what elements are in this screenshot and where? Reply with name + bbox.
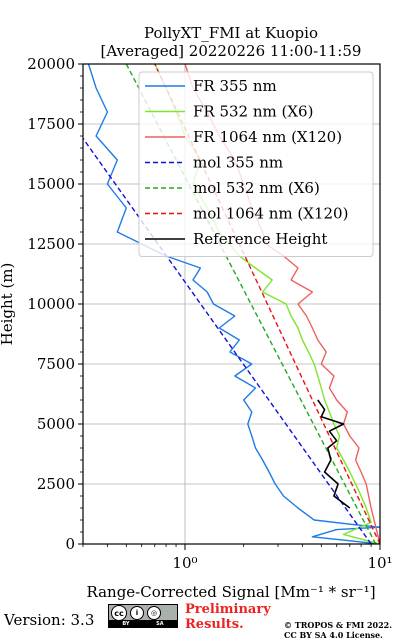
preliminary-notice: Preliminary Results. [185,602,271,632]
y-tick-label-4: 10000 [27,295,75,313]
y-tick-label-5: 12500 [27,235,75,253]
legend-label-3: mol 355 nm [193,154,283,172]
cc-license-badge: cc i ◎ BY SA [108,604,178,628]
legend-label-0: FR 355 nm [193,77,277,95]
copyright-line-1: © TROPOS & FMI 2022. [284,620,393,630]
cc-sa-text: SA [156,620,164,627]
x-axis-label: Range-Corrected Signal [Mm⁻¹ * sr⁻¹] [86,583,375,600]
share-alike-icon: ◎ [147,606,161,620]
version-label: Version: 3.3 [4,611,95,629]
legend-label-4: mol 532 nm (X6) [193,179,320,197]
figure: PollyXT_FMI at Kuopio [Averaged] 2022022… [0,24,393,600]
y-tick-label-1: 2500 [37,475,75,493]
attribution-icon: i [130,606,144,620]
cc-by-text: BY [122,620,130,627]
legend-label-1: FR 532 nm (X6) [193,103,313,121]
axes: 0 2500 5000 7500 10000 12500 15000 17500 20000 10… [27,55,392,572]
y-tick-label-0: 0 [65,535,75,553]
series-line-3 [83,137,372,544]
y-tick-label-8: 20000 [27,55,75,73]
plot-area: 0 2500 5000 7500 10000 12500 15000 17500 20000 10… [27,55,392,572]
y-tick-label-6: 15000 [27,175,75,193]
chart-subtitle: [Averaged] 20220226 11:00-11:59 [101,42,362,60]
legend-label-5: mol 1064 nm (X120) [193,205,348,223]
legend-box [138,71,374,257]
legend: FR 355 nm FR 532 nm (X6) FR 1064 nm (X120)… [138,71,374,257]
y-tick-label-2: 5000 [37,415,75,433]
copyright-line-2: CC BY SA 4.0 License. [284,630,383,640]
x-tick-label-1: 10¹ [367,554,392,572]
chart-title: PollyXT_FMI at Kuopio [144,24,318,42]
copyright-notice: © TROPOS & FMI 2022. CC BY SA 4.0 Licens… [284,620,392,640]
y-tick-label-3: 7500 [37,355,75,373]
series-line-6 [317,399,351,509]
cc-icon: cc [111,605,127,621]
preliminary-line-1: Preliminary [185,602,271,617]
y-tick-label-7: 17500 [27,115,75,133]
y-axis-label: Height (m) [0,263,16,346]
x-tick-label-0: 10⁰ [172,554,197,572]
legend-label-6: Reference Height [193,230,327,248]
preliminary-line-2: Results. [185,617,244,632]
legend-label-2: FR 1064 nm (X120) [193,128,342,146]
series-line-0 [87,64,380,544]
